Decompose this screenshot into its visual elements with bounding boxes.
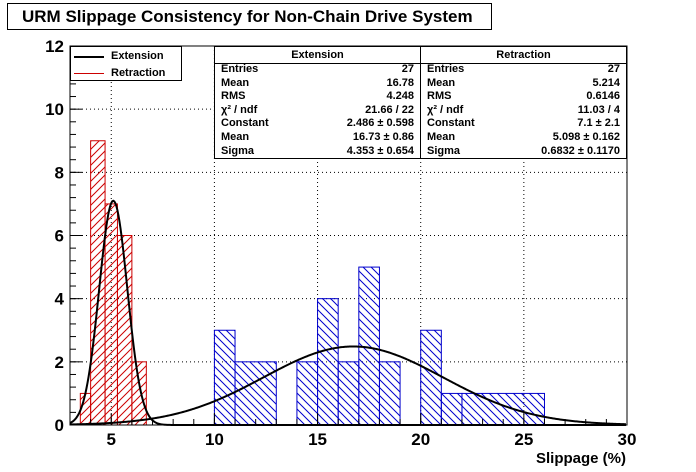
stats-title: Retraction bbox=[421, 47, 626, 64]
fit-curve-extension bbox=[69, 345, 626, 426]
stats-label: Constant bbox=[427, 117, 475, 130]
histogram-bar-extension bbox=[337, 361, 360, 426]
stats-value: 27 bbox=[401, 63, 414, 75]
x-tick-label: 25 bbox=[514, 430, 533, 449]
legend: Extension Retraction bbox=[70, 46, 182, 81]
chart-title-box: URM Slippage Consistency for Non-Chain D… bbox=[7, 3, 492, 30]
stats-label: Entries bbox=[427, 63, 465, 75]
stats-label: Entries bbox=[221, 63, 259, 75]
y-tick-label: 10 bbox=[45, 100, 64, 119]
stats-box-retraction: Retraction Entries 27 Mean 5.214 RMS 0.6146… bbox=[420, 46, 627, 159]
stats-label: χ² / ndf bbox=[427, 103, 464, 116]
x-tick-label: 15 bbox=[308, 430, 327, 449]
histogram-bar-retraction bbox=[104, 203, 118, 426]
x-tick-label: 5 bbox=[107, 430, 116, 449]
stats-value: 16.73 ± 0.86 bbox=[352, 131, 414, 143]
stats-value: 0.6832 ± 0.1170 bbox=[541, 144, 620, 157]
stats-label: Constant bbox=[221, 117, 269, 130]
stats-label: RMS bbox=[427, 90, 452, 103]
histogram-bar-extension bbox=[440, 392, 463, 426]
x-tick-label: 20 bbox=[411, 430, 430, 449]
legend-label: Retraction bbox=[111, 67, 166, 79]
axis-ticks bbox=[69, 45, 628, 426]
stats-value: 0.6146 bbox=[586, 90, 620, 103]
stats-box-extension: Extension Entries 27 Mean 16.78 RMS 4.248 χ… bbox=[214, 46, 421, 159]
y-tick-label: 8 bbox=[55, 163, 64, 182]
legend-swatch-extension bbox=[74, 56, 104, 58]
stats-value: 27 bbox=[607, 63, 620, 75]
stats-label: Mean bbox=[427, 76, 456, 89]
stats-value: 21.66 / 22 bbox=[365, 103, 414, 116]
tick-labels: 0 2 4 6 8 10 12 5 10 15 20 25 30 bbox=[45, 37, 636, 449]
stats-value: 2.486 ± 0.598 bbox=[346, 117, 414, 130]
stats-title: Extension bbox=[215, 47, 420, 64]
chart-title: URM Slippage Consistency for Non-Chain D… bbox=[22, 7, 473, 26]
x-tick-label: 10 bbox=[205, 430, 224, 449]
legend-label: Extension bbox=[111, 50, 164, 62]
stats-value: 5.098 ± 0.162 bbox=[552, 131, 620, 143]
stats-value: 5.214 bbox=[592, 76, 620, 89]
histogram-bar-extension bbox=[317, 298, 339, 426]
stats-label: Mean bbox=[221, 131, 250, 143]
y-tick-label: 12 bbox=[45, 37, 64, 56]
x-tick-label: 30 bbox=[618, 430, 637, 449]
y-tick-label: 4 bbox=[55, 290, 65, 309]
y-tick-label: 0 bbox=[55, 416, 64, 435]
histogram-bar-extension bbox=[420, 329, 442, 426]
y-tick-label: 6 bbox=[55, 227, 64, 246]
stats-value: 16.78 bbox=[386, 76, 414, 89]
histogram-bars bbox=[79, 140, 545, 426]
histogram-bar-extension bbox=[378, 361, 401, 426]
stats-label: RMS bbox=[221, 90, 246, 103]
stats-value: 11.03 / 4 bbox=[577, 103, 620, 116]
stats-label: Sigma bbox=[427, 144, 461, 157]
stats-value: 7.1 ± 2.1 bbox=[577, 117, 620, 130]
stats-label: Mean bbox=[221, 76, 250, 89]
histogram-bar-retraction bbox=[131, 361, 147, 426]
stats-label: Mean bbox=[427, 131, 456, 143]
histogram-bar-retraction bbox=[90, 140, 106, 426]
x-axis-label: Slippage (%) bbox=[536, 450, 626, 467]
legend-swatch-retraction bbox=[74, 73, 104, 74]
stats-value: 4.353 ± 0.654 bbox=[346, 144, 414, 157]
y-tick-label: 2 bbox=[55, 353, 64, 372]
histogram-bar-extension bbox=[213, 329, 236, 426]
histogram-bar-extension bbox=[234, 361, 277, 426]
histogram-bar-extension bbox=[296, 361, 319, 426]
stats-label: Sigma bbox=[221, 144, 255, 157]
stats-label: χ² / ndf bbox=[221, 103, 258, 116]
stats-value: 4.248 bbox=[386, 90, 414, 103]
